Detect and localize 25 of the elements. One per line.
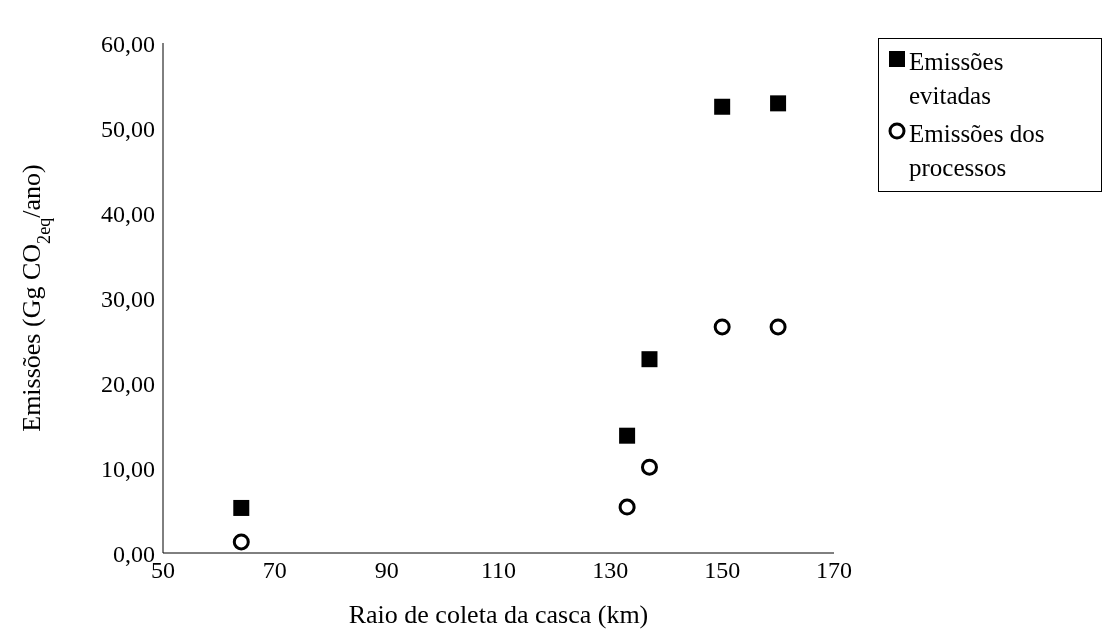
point xyxy=(618,498,636,516)
x-tick-label: 150 xyxy=(704,557,741,584)
x-tick-label: 70 xyxy=(262,557,287,584)
y-tick-label: 20,00 xyxy=(101,370,155,397)
point xyxy=(233,499,250,516)
y-tick-label: 30,00 xyxy=(101,285,155,312)
point xyxy=(713,318,731,336)
x-tick-label: 110 xyxy=(480,557,517,584)
legend-label: Emissões evitadas xyxy=(909,47,1005,111)
y-tick-label: 40,00 xyxy=(101,200,155,227)
point xyxy=(232,533,250,551)
point xyxy=(770,95,787,112)
point xyxy=(619,427,636,444)
y-tick-label: 50,00 xyxy=(101,115,155,142)
y-tick-label: 60,00 xyxy=(101,30,155,57)
point xyxy=(769,318,787,336)
x-tick-label: 130 xyxy=(592,557,629,584)
point xyxy=(641,351,658,368)
point xyxy=(714,98,731,115)
point xyxy=(640,458,658,476)
x-tick-label: 90 xyxy=(374,557,399,584)
x-axis-title: Raio de coleta da casca (km) xyxy=(348,600,649,629)
x-tick-label: 170 xyxy=(816,557,852,584)
legend-label: Emissões dos processos xyxy=(909,119,1046,183)
y-tick-label: 10,00 xyxy=(101,455,155,482)
